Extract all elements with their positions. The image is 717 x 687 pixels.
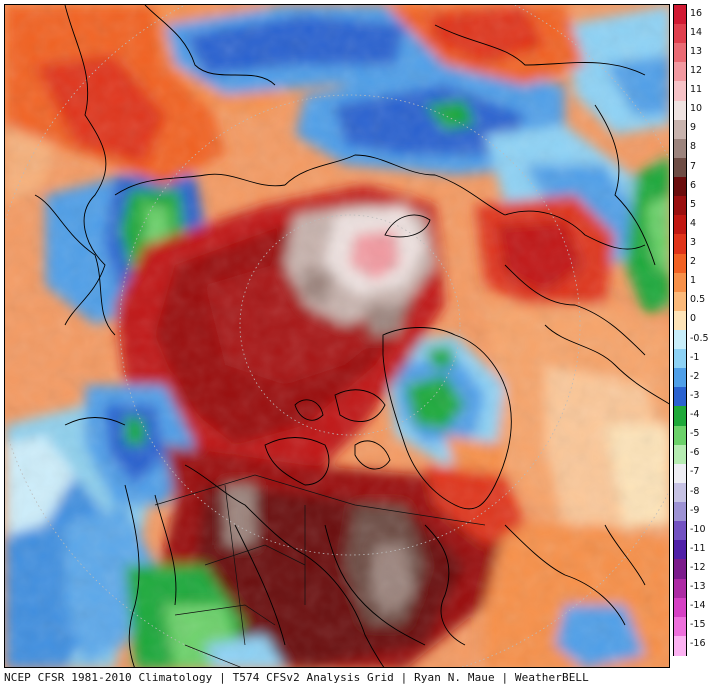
colorbar-swatch [674,387,686,408]
colorbar-swatch [674,5,686,25]
colorbar-swatch [674,635,686,656]
colorbar-swatch [674,406,686,427]
colorbar [673,4,687,656]
colorbar-swatch [674,540,686,561]
colorbar-label: 9 [690,122,697,134]
colorbar-swatch [674,597,686,618]
colorbar-label: 10 [690,103,703,115]
colorbar-label: -15 [690,619,706,631]
colorbar-swatch [674,215,686,236]
colorbar-swatch [674,521,686,542]
colorbar-swatch [674,177,686,198]
colorbar-label: 3 [690,236,697,248]
colorbar-swatch [674,425,686,446]
colorbar-swatch [674,138,686,159]
footer-credit: NCEP CFSR 1981-2010 Climatology | T574 C… [4,671,589,684]
colorbar-swatch [674,234,686,255]
colorbar-swatch [674,157,686,178]
colorbar-label: 1 [690,275,697,287]
colorbar-label: 16 [690,7,703,19]
colorbar-label: -9 [690,504,700,516]
colorbar-swatch [674,272,686,293]
colorbar-swatch [674,43,686,64]
colorbar-label: 11 [690,84,703,96]
colorbar-label: -10 [690,523,706,535]
anomaly-map [4,4,670,668]
colorbar-label: 13 [690,45,703,57]
colorbar-swatch [674,368,686,389]
colorbar-swatch [674,463,686,484]
colorbar-swatch [674,349,686,370]
colorbar-swatch [674,502,686,523]
colorbar-swatch [674,81,686,102]
colorbar-swatch [674,253,686,274]
colorbar-swatch [674,24,686,45]
colorbar-swatch [674,100,686,121]
political-boundaries [154,474,486,667]
colorbar-label: -3 [690,389,700,401]
colorbar-swatch [674,310,686,331]
colorbar-swatch [674,578,686,599]
colorbar-label: -13 [690,581,706,593]
coastlines [34,5,669,667]
noise-texture [5,5,669,667]
colorbar-swatch [674,444,686,465]
colorbar-label: 12 [690,64,703,76]
colorbar-label: 0 [690,313,697,325]
colorbar-swatch [674,616,686,637]
colorbar-label: -1 [690,351,700,363]
colorbar-label: -7 [690,466,700,478]
colorbar-label: -14 [690,600,706,612]
colorbar-label: 8 [690,141,697,153]
map-canvas [5,5,669,667]
colorbar-label: -0.5 [690,332,709,344]
colorbar-swatch [674,482,686,503]
colorbar-swatch [674,559,686,580]
colorbar-label: 7 [690,160,697,172]
colorbar-label: 6 [690,179,697,191]
colorbar-label: 4 [690,217,697,229]
colorbar-swatch [674,330,686,350]
colorbar-swatch [674,196,686,217]
colorbar-labels: 16 14 13 12 11 10 9 8 7 6 5 4 3 2 1 0.5 0 -0.5 -1 -2 -3 -4 -5 -… [690,4,717,656]
latitude-circles [5,5,669,667]
colorbar-swatch [674,62,686,83]
colorbar-label: -8 [690,485,700,497]
colorbar-label: 14 [690,26,703,38]
colorbar-label: 5 [690,198,697,210]
colorbar-label: -4 [690,409,700,421]
colorbar-swatch [674,119,686,140]
colorbar-label: -6 [690,447,700,459]
colorbar-label: -11 [690,542,706,554]
colorbar-label: 0.5 [690,294,706,306]
colorbar-label: -12 [690,561,706,573]
colorbar-swatch [674,291,686,312]
colorbar-label: -2 [690,370,700,382]
colorbar-label: -5 [690,428,700,440]
colorbar-label: 2 [690,256,697,268]
colorbar-label: -16 [690,638,706,650]
